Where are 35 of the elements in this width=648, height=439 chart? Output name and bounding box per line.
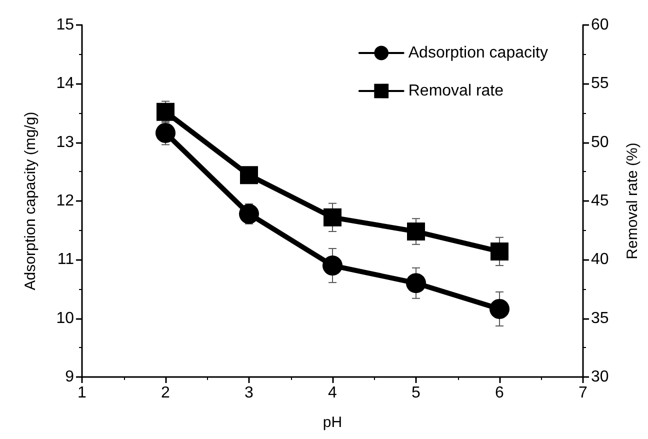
point xyxy=(239,204,259,224)
y-tick-label: 10 xyxy=(56,310,74,327)
legend-label: Removal rate xyxy=(408,82,504,100)
y-tick-label: 15 xyxy=(56,16,74,34)
y2-tick-label: 40 xyxy=(591,251,609,268)
x-tick-label: 5 xyxy=(412,384,421,402)
point xyxy=(324,208,342,226)
y-tick-label: 13 xyxy=(56,134,74,151)
legend-label: Adsorption capacity xyxy=(408,44,548,62)
y2-axis-title: Removal rate (%) xyxy=(624,142,641,260)
x-tick-label: 6 xyxy=(495,384,504,402)
y2-tick-label: 35 xyxy=(591,310,609,327)
y2-tick-label: 45 xyxy=(591,192,609,210)
point xyxy=(156,122,176,143)
y2-tick-label: 50 xyxy=(591,134,609,151)
y-tick-label: 9 xyxy=(65,368,74,386)
point xyxy=(406,273,426,294)
y-axis-title: Adsorption capacity (mg/g) xyxy=(22,112,39,290)
point xyxy=(322,256,342,276)
x-tick-label: 2 xyxy=(161,384,170,402)
y2-tick-label: 55 xyxy=(591,75,609,92)
x-axis-title: pH xyxy=(322,414,342,431)
point xyxy=(490,298,510,319)
point xyxy=(407,222,425,241)
y-tick-label: 12 xyxy=(56,192,74,210)
y2-tick-label: 60 xyxy=(591,16,609,34)
x-tick-label: 3 xyxy=(244,384,254,402)
y-tick-label: 11 xyxy=(57,251,74,268)
x-tick-label: 7 xyxy=(578,384,588,402)
x-tick-label: 4 xyxy=(328,384,338,402)
x-tick-label: 1 xyxy=(78,384,87,402)
y-tick-label: 14 xyxy=(56,75,74,92)
y2-tick-label: 30 xyxy=(591,368,609,386)
point xyxy=(240,166,258,184)
point xyxy=(490,242,508,260)
